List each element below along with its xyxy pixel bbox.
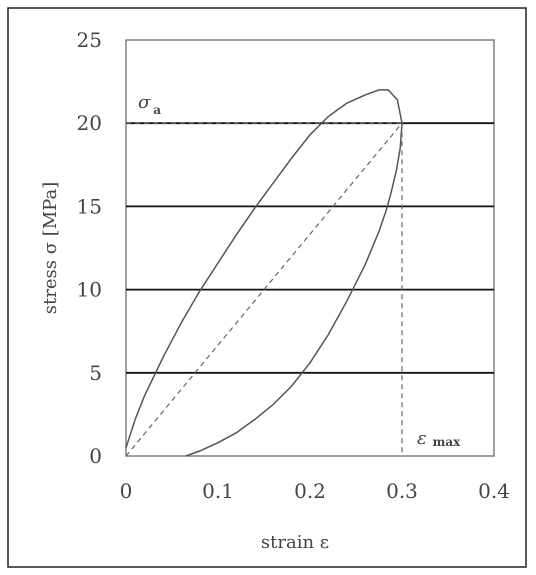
y-axis-ticks: 0 5 10 15 20 25 xyxy=(77,28,102,468)
x-axis-ticks: 0 0.1 0.2 0.3 0.4 xyxy=(120,479,510,503)
y-axis-label: stress σ [MPa] xyxy=(40,182,61,314)
epsilon-max-label: ε max xyxy=(417,428,461,449)
outer-frame xyxy=(7,7,527,568)
x-tick-label: 0.2 xyxy=(294,479,326,503)
gridlines xyxy=(126,122,494,374)
hysteresis-loop-curve xyxy=(125,89,403,457)
y-tick-label: 0 xyxy=(89,444,102,468)
x-axis-label: strain ε xyxy=(261,532,329,553)
secant-line xyxy=(125,122,403,457)
x-tick-label: 0.1 xyxy=(202,479,234,503)
plot-area xyxy=(125,39,495,457)
y-tick-label: 5 xyxy=(89,361,102,385)
x-tick-label: 0.4 xyxy=(478,479,510,503)
x-tick-label: 0.3 xyxy=(386,479,418,503)
y-tick-label: 10 xyxy=(77,278,102,302)
y-tick-label: 25 xyxy=(77,28,102,52)
y-tick-label: 15 xyxy=(77,194,102,218)
y-tick-label: 20 xyxy=(77,111,102,135)
x-tick-label: 0 xyxy=(120,479,133,503)
